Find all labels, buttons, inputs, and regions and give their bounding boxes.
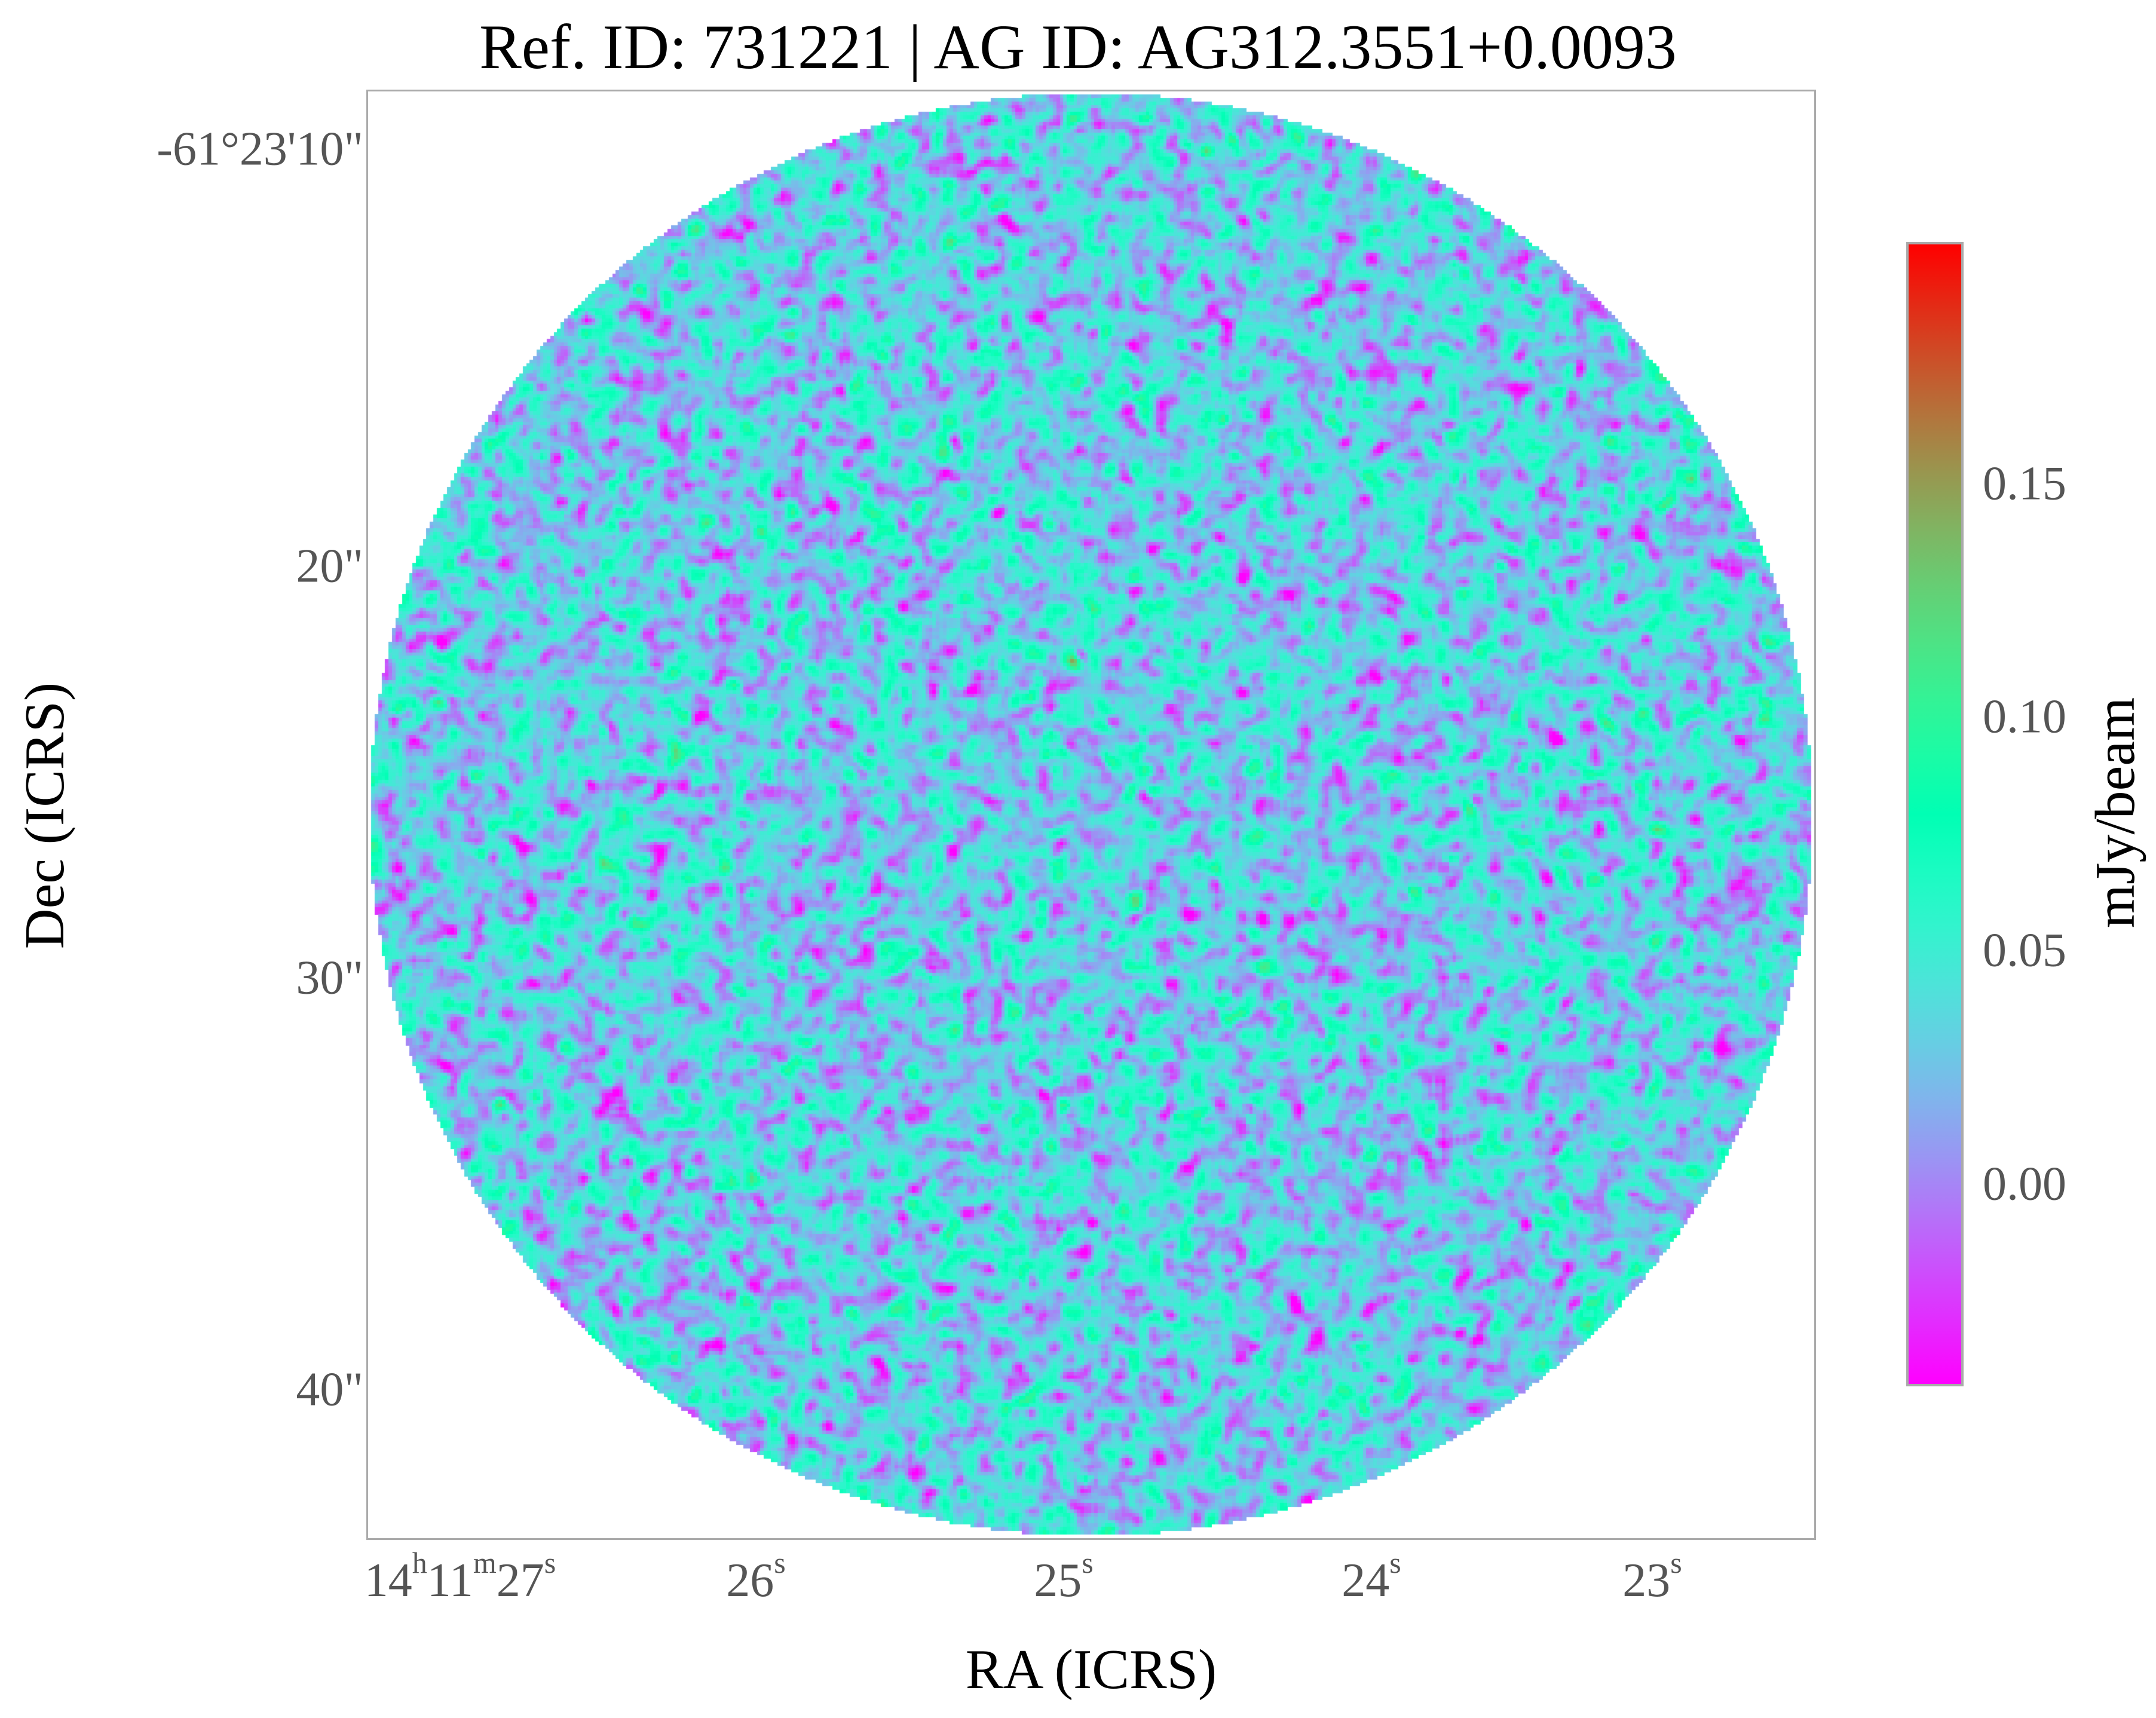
colorbar-tick-label: 0.00 bbox=[1983, 1157, 2066, 1211]
plot-frame bbox=[366, 90, 1816, 1540]
x-axis-label: RA (ICRS) bbox=[965, 1639, 1217, 1701]
x-tick-label: 24s bbox=[1342, 1546, 1401, 1607]
x-tick-label: 25s bbox=[1034, 1546, 1094, 1607]
x-tick-label: 14h11m27s bbox=[364, 1546, 556, 1607]
x-tick-label: 23s bbox=[1622, 1546, 1682, 1607]
colorbar-tick-label: 0.05 bbox=[1983, 924, 2066, 977]
y-tick-label: -61°23'10" bbox=[157, 123, 363, 176]
y-axis-label: Dec (ICRS) bbox=[14, 682, 76, 950]
colorbar bbox=[1906, 242, 1964, 1386]
colorbar-tick-label: 0.15 bbox=[1983, 457, 2066, 510]
y-tick-label: 30" bbox=[296, 951, 363, 1005]
x-tick-label: 26s bbox=[726, 1546, 786, 1607]
colorbar-tick-label: 0.10 bbox=[1983, 690, 2066, 743]
y-tick-label: 40" bbox=[296, 1363, 363, 1416]
intensity-map bbox=[368, 91, 1814, 1538]
y-tick-label: 20" bbox=[296, 540, 363, 593]
colorbar-label: mJy/beam bbox=[2084, 697, 2146, 929]
chart-title: Ref. ID: 731221 | AG ID: AG312.3551+0.00… bbox=[479, 12, 1677, 82]
